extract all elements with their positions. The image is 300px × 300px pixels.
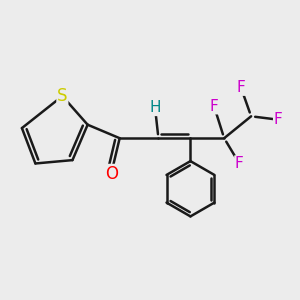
Text: F: F: [210, 99, 218, 114]
Text: F: F: [235, 156, 244, 171]
Text: H: H: [149, 100, 161, 116]
Text: F: F: [237, 80, 245, 95]
Text: S: S: [57, 87, 68, 105]
Text: F: F: [274, 112, 283, 127]
Text: O: O: [105, 165, 118, 183]
